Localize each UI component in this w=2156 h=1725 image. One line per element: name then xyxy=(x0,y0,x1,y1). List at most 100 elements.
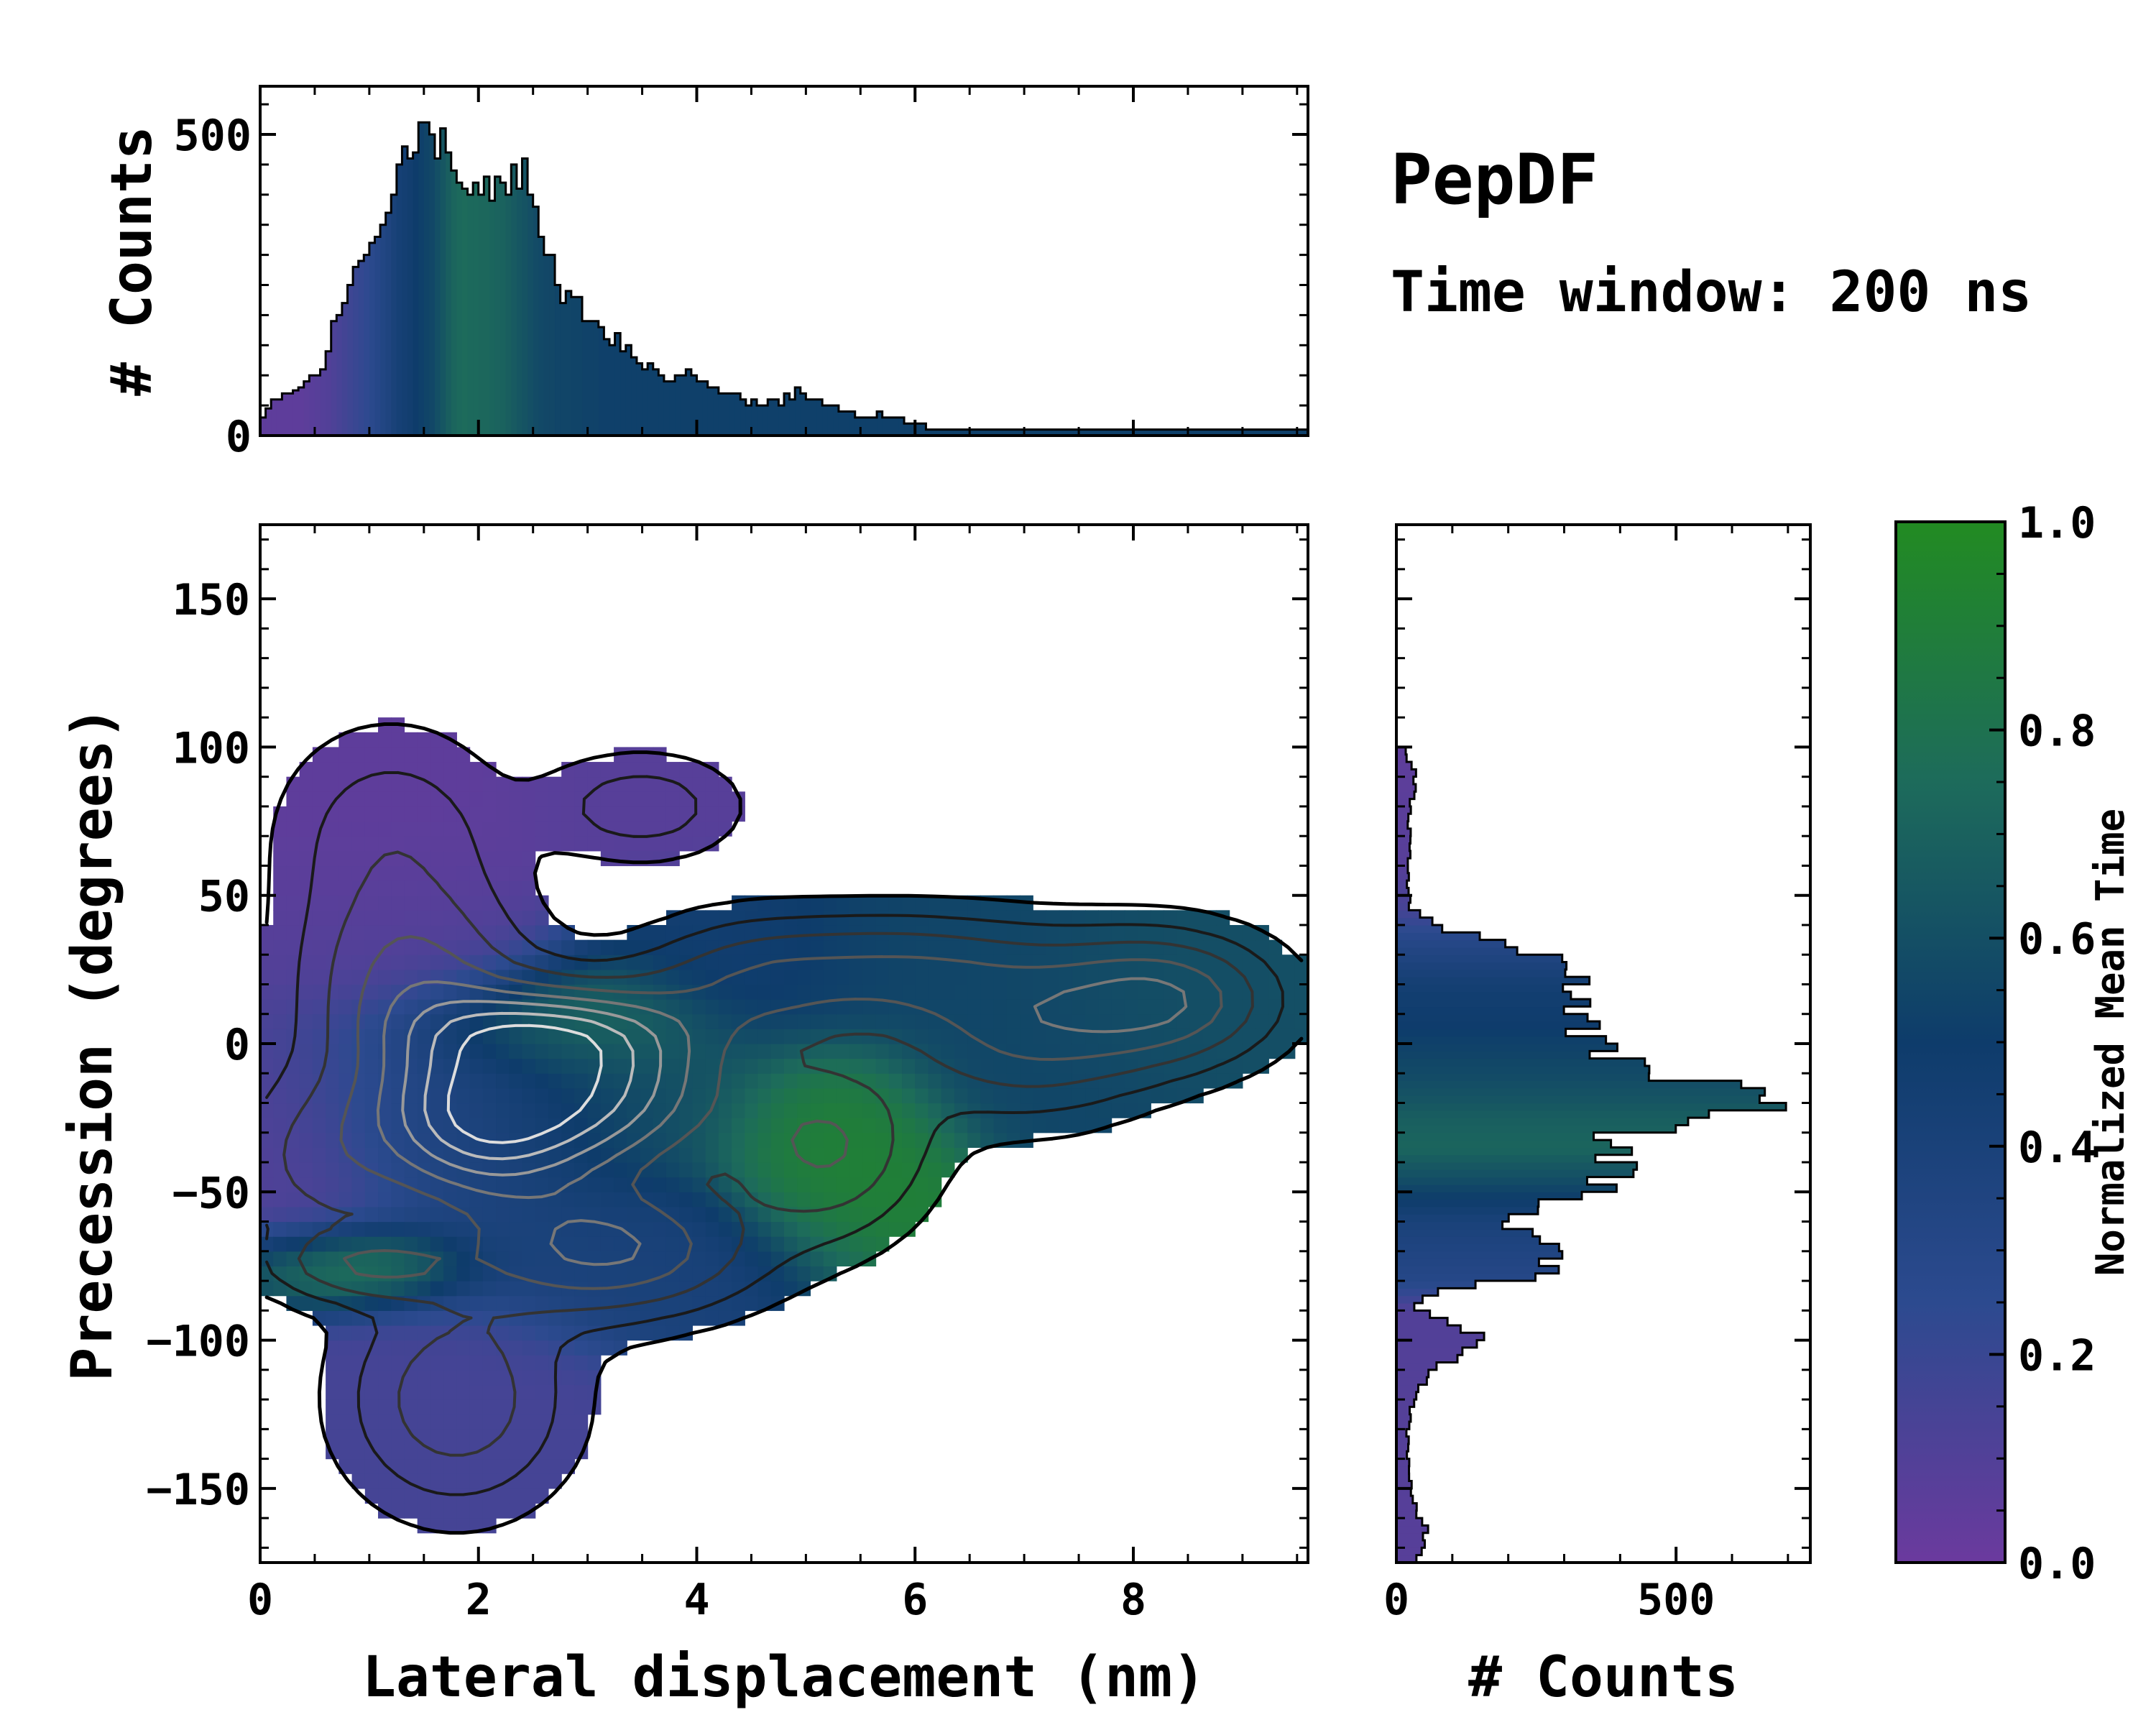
heatmap-cell xyxy=(705,1221,719,1237)
heatmap-cell xyxy=(1164,924,1178,941)
heatmap-cell xyxy=(391,1192,405,1208)
heatmap-cell xyxy=(1256,1013,1269,1029)
heatmap-cell xyxy=(299,1221,313,1237)
heatmap-cell xyxy=(797,969,811,985)
heatmap-cell xyxy=(732,1103,745,1118)
heatmap-cell xyxy=(849,1058,863,1074)
heatmap-cell xyxy=(326,1073,339,1089)
heatmap-cell xyxy=(522,1473,536,1489)
top-histogram-bar xyxy=(620,351,627,436)
heatmap-cell xyxy=(522,1206,536,1223)
heatmap-cell xyxy=(522,1177,536,1192)
top-histogram-bar xyxy=(1084,429,1090,436)
heatmap-cell xyxy=(456,895,471,911)
heatmap-cell xyxy=(692,1162,706,1178)
heatmap-cell xyxy=(391,1221,405,1237)
heatmap-cell xyxy=(535,1044,549,1059)
heatmap-cell xyxy=(404,895,418,911)
heatmap-cell xyxy=(312,999,326,1015)
top-histogram-bar xyxy=(609,345,616,436)
heatmap-cell xyxy=(522,1340,536,1356)
right-histogram-bar xyxy=(1396,962,1567,970)
heatmap-cell xyxy=(875,1177,890,1192)
heatmap-cell xyxy=(928,1147,942,1163)
heatmap-cell xyxy=(326,791,339,807)
heatmap-cell xyxy=(364,1281,379,1297)
right-histogram-bar xyxy=(1396,1399,1414,1407)
heatmap-cell xyxy=(1006,969,1021,985)
heatmap-cell xyxy=(1124,924,1138,941)
heatmap-cell xyxy=(404,939,418,955)
heatmap-cell xyxy=(509,1355,523,1371)
heatmap-cell xyxy=(378,1206,392,1223)
heatmap-cell xyxy=(404,1087,418,1104)
heatmap-cell xyxy=(797,954,811,970)
top-histogram-bar xyxy=(1215,429,1222,436)
top-histogram-bar xyxy=(1073,429,1079,436)
heatmap-cell xyxy=(404,1221,418,1237)
right-histogram-bar xyxy=(1396,1103,1787,1111)
heatmap-cell xyxy=(430,910,444,926)
heatmap-cell xyxy=(574,1192,589,1208)
heatmap-cell xyxy=(1020,1058,1033,1074)
heatmap-cell xyxy=(312,1087,326,1104)
heatmap-cell xyxy=(364,806,379,822)
heatmap-cell xyxy=(574,821,589,837)
heatmap-cell xyxy=(548,1443,562,1460)
heatmap-cell xyxy=(456,1503,471,1519)
heatmap-cell xyxy=(810,1087,824,1104)
top-histogram-bar xyxy=(1176,429,1183,436)
heatmap-cell xyxy=(260,1029,274,1044)
heatmap-cell xyxy=(378,806,392,822)
heatmap-cell xyxy=(1072,1118,1086,1133)
heatmap-cell xyxy=(1229,924,1243,941)
heatmap-cell xyxy=(286,895,300,911)
top-histogram-bar xyxy=(838,411,845,436)
heatmap-cell xyxy=(338,1429,353,1445)
right-histogram-bar xyxy=(1396,1414,1411,1422)
heatmap-cell xyxy=(561,1399,575,1415)
heatmap-cell xyxy=(1059,924,1073,941)
heatmap-cell xyxy=(496,776,510,792)
heatmap-cell xyxy=(640,776,654,792)
heatmap-cell xyxy=(535,1103,549,1118)
heatmap-cell xyxy=(404,969,418,985)
heatmap-cell xyxy=(705,1058,719,1074)
heatmap-cell xyxy=(862,999,877,1015)
heatmap-cell xyxy=(299,1118,313,1133)
heatmap-cell xyxy=(312,1147,326,1163)
heatmap-cell xyxy=(286,1251,300,1267)
heatmap-cell xyxy=(1006,924,1021,941)
top-histogram-bar xyxy=(516,188,523,436)
top-histogram-bar xyxy=(1095,429,1102,436)
top-histogram-bar xyxy=(500,183,507,436)
top-histogram-bar xyxy=(778,405,785,436)
heatmap-cell xyxy=(417,806,431,822)
heatmap-cell xyxy=(836,1251,850,1267)
heatmap-cell xyxy=(640,821,654,837)
heatmap-cell xyxy=(273,850,287,867)
heatmap-cell xyxy=(862,1177,877,1192)
heatmap-cell xyxy=(587,939,602,955)
heatmap-cell xyxy=(823,910,837,926)
heatmap-cell xyxy=(364,850,379,867)
heatmap-cell xyxy=(417,924,431,941)
heatmap-cell xyxy=(1268,939,1283,955)
heatmap-cell xyxy=(810,1103,824,1118)
heatmap-cell xyxy=(351,865,366,881)
heatmap-cell xyxy=(456,1414,471,1430)
heatmap-cell xyxy=(600,1236,614,1252)
heatmap-cell xyxy=(849,1162,863,1178)
heatmap-cell xyxy=(679,1192,694,1208)
heatmap-cell xyxy=(836,999,850,1015)
heatmap-cell xyxy=(980,924,995,941)
heatmap-cell xyxy=(378,1147,392,1163)
heatmap-cell xyxy=(653,1236,667,1252)
heatmap-cell xyxy=(273,865,287,881)
heatmap-cell xyxy=(443,806,457,822)
heatmap-cell xyxy=(1020,969,1033,985)
heatmap-cell xyxy=(338,1058,353,1074)
heatmap-cell xyxy=(417,1236,431,1252)
right-histogram-bar xyxy=(1396,865,1408,874)
heatmap-cell xyxy=(784,1073,798,1089)
